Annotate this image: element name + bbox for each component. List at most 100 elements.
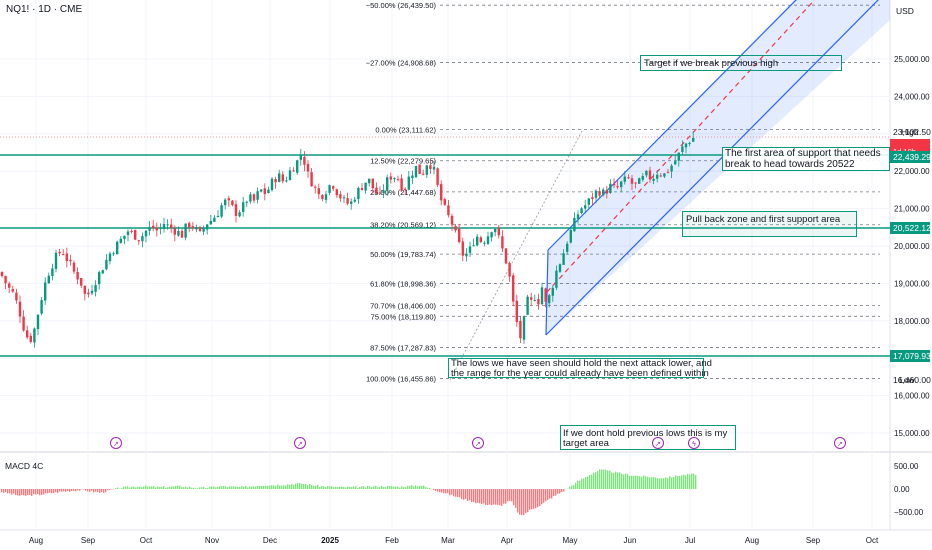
candle-body[interactable] <box>623 176 626 182</box>
candle-body[interactable] <box>328 185 331 193</box>
candle-body[interactable] <box>677 152 680 161</box>
candle-body[interactable] <box>526 296 529 315</box>
candle-body[interactable] <box>267 189 270 193</box>
candle-body[interactable] <box>555 270 558 288</box>
candle-body[interactable] <box>324 194 328 200</box>
candle-body[interactable] <box>350 201 353 204</box>
candle-body[interactable] <box>22 316 25 331</box>
candle-body[interactable] <box>126 231 130 236</box>
candle-body[interactable] <box>8 283 11 288</box>
candle-body[interactable] <box>123 235 126 240</box>
candle-body[interactable] <box>245 201 248 203</box>
candle-body[interactable] <box>65 253 68 261</box>
candle-body[interactable] <box>407 176 410 190</box>
candle-body[interactable] <box>137 240 140 242</box>
candle-body[interactable] <box>638 178 641 184</box>
candle-body[interactable] <box>134 230 137 240</box>
channel-lower-line[interactable] <box>545 0 890 336</box>
candle-body[interactable] <box>281 174 284 182</box>
candle-body[interactable] <box>364 182 367 191</box>
candle-body[interactable] <box>404 188 407 190</box>
event-marker-icon[interactable] <box>472 437 484 449</box>
candle-body[interactable] <box>454 226 457 231</box>
candle-body[interactable] <box>494 228 497 233</box>
candle-body[interactable] <box>627 177 630 179</box>
candle-body[interactable] <box>116 241 119 255</box>
candle-body[interactable] <box>90 290 94 294</box>
candle-body[interactable] <box>382 190 385 194</box>
candle-body[interactable] <box>483 242 486 244</box>
candle-body[interactable] <box>288 170 292 180</box>
candle-body[interactable] <box>681 146 684 153</box>
candle-body[interactable] <box>310 172 313 187</box>
event-marker-icon[interactable] <box>110 437 122 449</box>
event-markers[interactable]: ➚ ➚ ➚ ➚ ➚ ϟ <box>110 437 846 449</box>
candle-body[interactable] <box>260 189 263 192</box>
candle-body[interactable] <box>530 297 533 300</box>
candle-body[interactable] <box>209 220 212 225</box>
candle-body[interactable] <box>522 316 526 340</box>
candlestick-series[interactable] <box>0 131 695 348</box>
candle-body[interactable] <box>346 198 349 204</box>
candle-body[interactable] <box>238 212 241 217</box>
candle-body[interactable] <box>584 205 587 209</box>
candle-body[interactable] <box>58 251 61 254</box>
candle-body[interactable] <box>684 143 688 148</box>
candle-body[interactable] <box>548 295 551 304</box>
candle-body[interactable] <box>674 161 677 165</box>
macd-histogram[interactable] <box>1 469 697 516</box>
candle-body[interactable] <box>242 202 245 212</box>
candle-body[interactable] <box>587 198 590 205</box>
candle-body[interactable] <box>314 186 317 188</box>
lows-note-line2[interactable]: the range for the year could already hav… <box>451 368 709 379</box>
candle-body[interactable] <box>4 275 7 284</box>
candle-body[interactable] <box>389 176 392 180</box>
candle-body[interactable] <box>155 227 158 231</box>
candle-body[interactable] <box>101 270 104 274</box>
candle-body[interactable] <box>119 238 122 243</box>
price-axis[interactable]: 25,000.00 24,000.00 22,000.00 21,000.00 20,0… <box>890 22 932 438</box>
first-support-note-line1[interactable]: The first area of support that needs <box>725 148 881 159</box>
candle-body[interactable] <box>256 191 259 200</box>
candle-body[interactable] <box>573 217 576 232</box>
candle-body[interactable] <box>69 259 72 262</box>
candle-body[interactable] <box>375 187 378 194</box>
candle-body[interactable] <box>353 199 356 202</box>
candle-body[interactable] <box>645 170 648 176</box>
candle-body[interactable] <box>83 285 86 294</box>
candle-body[interactable] <box>609 183 612 193</box>
candle-body[interactable] <box>296 160 299 173</box>
lightning-event-icon[interactable] <box>688 437 700 449</box>
candle-body[interactable] <box>537 299 540 305</box>
candle-body[interactable] <box>198 226 202 231</box>
candle-body[interactable] <box>112 253 115 255</box>
candle-body[interactable] <box>508 262 511 277</box>
candle-body[interactable] <box>411 175 414 179</box>
candle-body[interactable] <box>220 205 223 217</box>
candle-body[interactable] <box>0 271 4 277</box>
candle-body[interactable] <box>461 241 464 256</box>
candle-body[interactable] <box>206 224 209 230</box>
candle-body[interactable] <box>224 199 227 206</box>
target-area-line1[interactable]: If we dont hold previous lows this is my <box>563 428 728 439</box>
candle-body[interactable] <box>87 292 90 295</box>
candle-body[interactable] <box>569 230 572 243</box>
candle-body[interactable] <box>144 230 148 237</box>
candle-body[interactable] <box>317 188 320 195</box>
candle-body[interactable] <box>371 178 374 189</box>
candle-body[interactable] <box>450 215 454 225</box>
candle-body[interactable] <box>533 300 536 302</box>
candle-body[interactable] <box>634 182 637 184</box>
first-support-note-line2[interactable]: break to head towards 20522 <box>725 159 855 170</box>
candle-body[interactable] <box>429 165 432 170</box>
candle-body[interactable] <box>36 314 40 330</box>
candle-body[interactable] <box>396 179 400 181</box>
candle-body[interactable] <box>249 194 252 202</box>
candle-body[interactable] <box>432 166 436 170</box>
pullback-zone-text[interactable]: Pull back zone and first support area <box>686 214 841 225</box>
candle-body[interactable] <box>479 237 482 243</box>
candle-body[interactable] <box>335 189 338 196</box>
lows-note-line1[interactable]: The lows we have seen should hold the ne… <box>451 358 712 369</box>
candle-body[interactable] <box>170 224 173 229</box>
candle-body[interactable] <box>594 190 598 198</box>
